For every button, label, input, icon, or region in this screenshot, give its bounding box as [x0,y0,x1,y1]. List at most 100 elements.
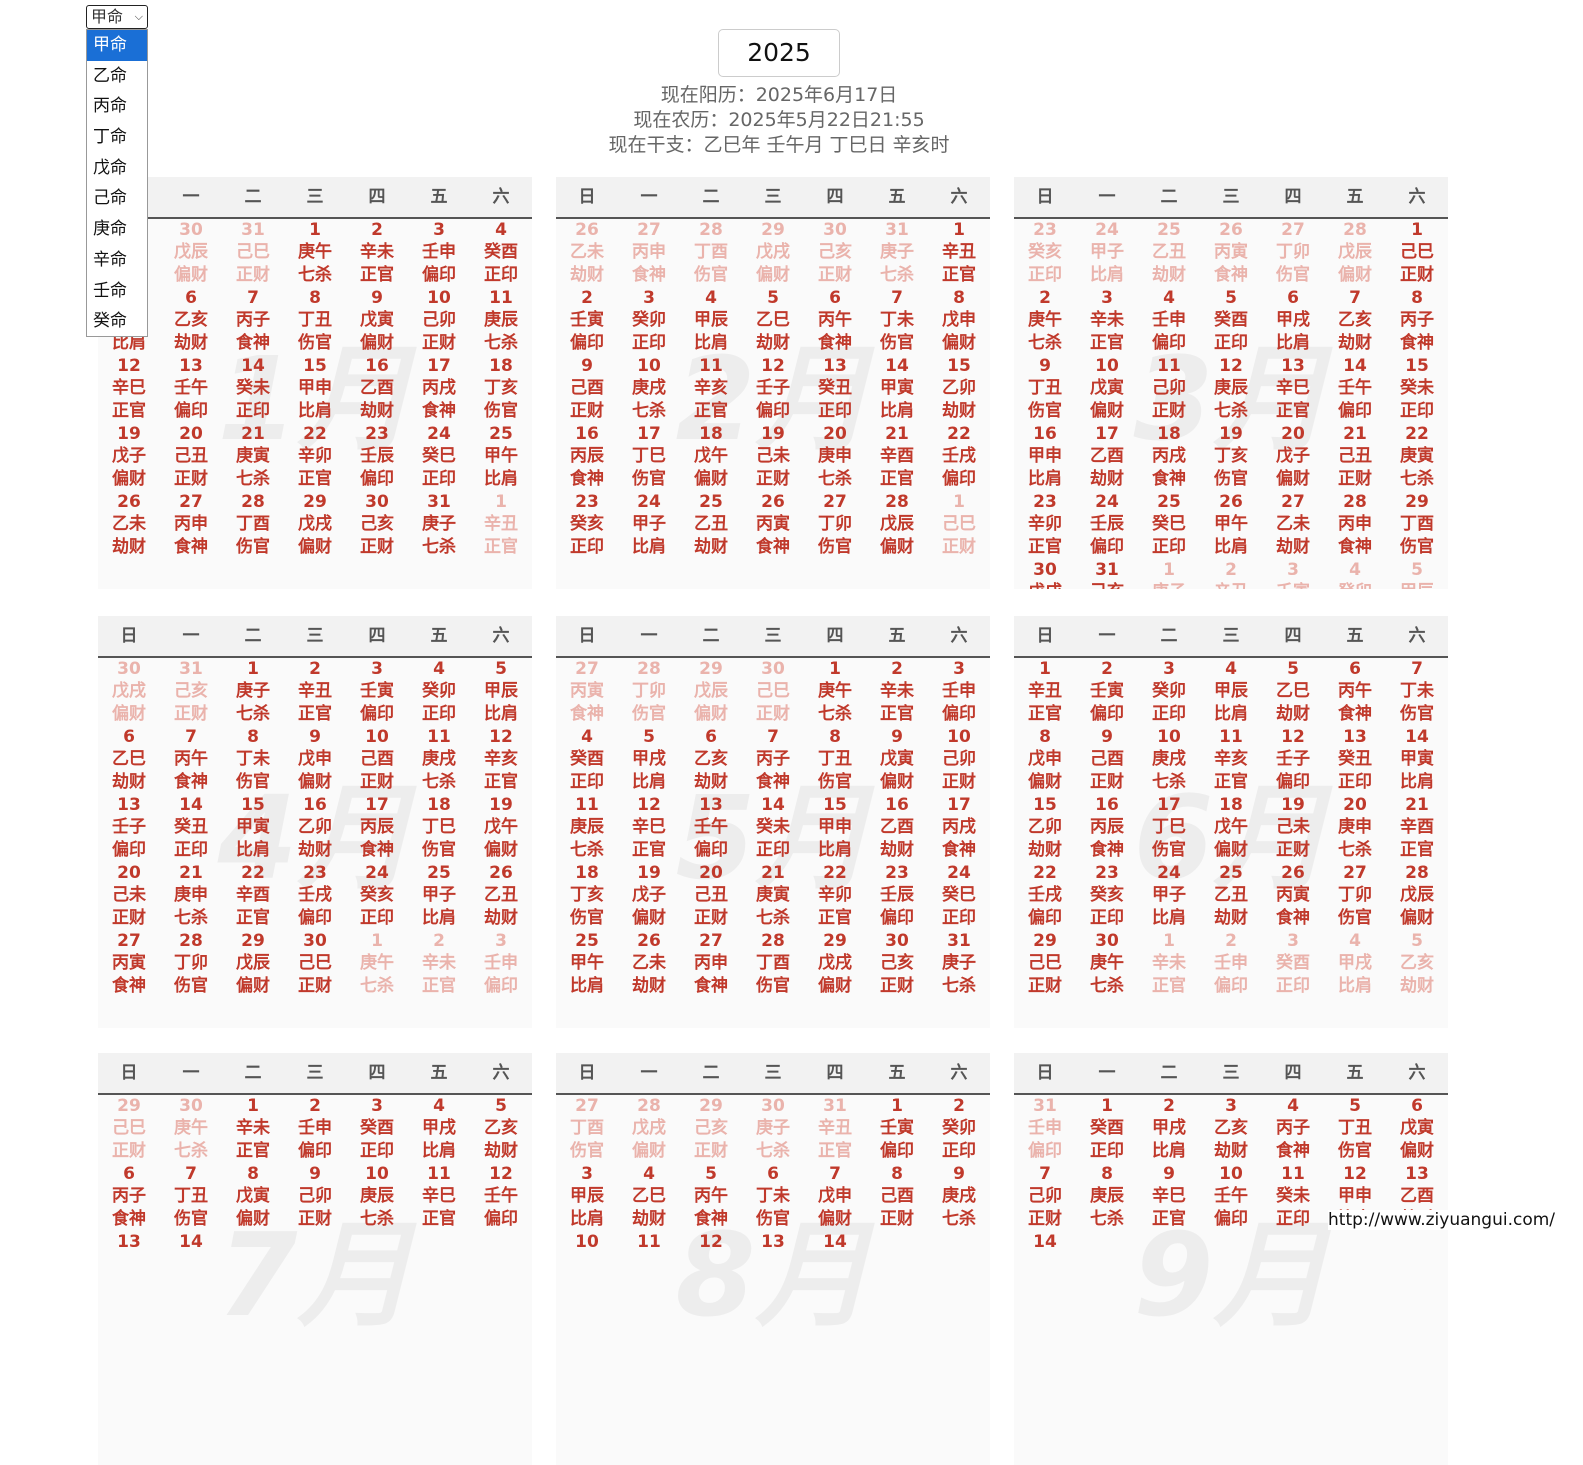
day-cell-adjacent[interactable]: 30 戊辰 偏财 [160,219,222,287]
day-cell[interactable]: 27 丁卯 伤官 [1324,862,1386,930]
day-cell[interactable]: 12 [680,1231,742,1299]
day-cell[interactable]: 25 乙丑 劫财 [680,491,742,559]
day-cell[interactable]: 25 癸巳 正印 [1138,491,1200,559]
day-cell-adjacent[interactable]: 27 丁酉 伤官 [556,1095,618,1163]
day-cell[interactable]: 21 己丑 正财 [1324,423,1386,491]
day-cell[interactable]: 6 丁未 伤官 [742,1163,804,1231]
day-cell[interactable]: 3 乙亥 劫财 [1200,1095,1262,1163]
day-cell[interactable]: 24 癸巳 正印 [928,862,990,930]
day-cell[interactable]: 20 庚申 七杀 [1324,794,1386,862]
day-cell[interactable]: 10 [556,1231,618,1299]
day-cell[interactable]: 13 癸丑 正印 [804,355,866,423]
day-cell[interactable]: 6 甲戌 比肩 [1262,287,1324,355]
day-cell[interactable]: 5 癸酉 正印 [1200,287,1262,355]
day-cell[interactable]: 8 戊申 偏财 [928,287,990,355]
day-cell[interactable]: 21 庚寅 七杀 [742,862,804,930]
day-cell[interactable]: 17 丙戌 食神 [928,794,990,862]
day-cell[interactable]: 18 戊午 偏财 [680,423,742,491]
day-cell[interactable]: 7 丙午 食神 [160,726,222,794]
day-cell[interactable]: 2 辛未 正官 [866,658,928,726]
day-cell[interactable]: 6 丙午 食神 [804,287,866,355]
day-cell[interactable]: 10 己卯 正财 [408,287,470,355]
day-cell[interactable]: 21 辛酉 正官 [1386,794,1448,862]
day-cell[interactable]: 11 己卯 正财 [1138,355,1200,423]
day-cell[interactable]: 9 戊寅 偏财 [346,287,408,355]
day-cell[interactable]: 14 壬午 偏印 [1324,355,1386,423]
day-cell[interactable]: 15 乙卯 劫财 [1014,794,1076,862]
day-cell[interactable]: 4 壬申 偏印 [1138,287,1200,355]
day-cell[interactable]: 6 戊寅 偏财 [1386,1095,1448,1163]
day-cell[interactable]: 7 丁未 伤官 [866,287,928,355]
day-cell-adjacent[interactable]: 4 甲戌 比肩 [1324,930,1386,998]
day-cell-adjacent[interactable]: 30 庚子 七杀 [742,1095,804,1163]
day-cell[interactable]: 10 庚戌 七杀 [1138,726,1200,794]
day-cell[interactable]: 12 壬子 偏印 [742,355,804,423]
day-cell[interactable]: 13 [742,1231,804,1299]
day-cell[interactable]: 28 戊辰 偏财 [1386,862,1448,930]
day-cell[interactable]: 27 丙申 食神 [680,930,742,998]
day-cell[interactable]: 5 乙亥 劫财 [470,1095,532,1163]
day-cell[interactable]: 5 乙巳 劫财 [1262,658,1324,726]
day-cell[interactable]: 15 乙卯 劫财 [928,355,990,423]
day-cell[interactable]: 29 戊辰 偏财 [222,930,284,998]
day-cell[interactable]: 16 丙辰 食神 [556,423,618,491]
day-cell[interactable]: 27 丁卯 伤官 [804,491,866,559]
day-cell[interactable]: 9 庚戌 七杀 [928,1163,990,1231]
day-cell[interactable]: 3 壬申 偏印 [928,658,990,726]
day-cell[interactable]: 16 丙辰 食神 [1076,794,1138,862]
day-cell[interactable]: 8 丙子 食神 [1386,287,1448,355]
day-cell[interactable]: 13 癸丑 正印 [1324,726,1386,794]
day-cell[interactable]: 11 [618,1231,680,1299]
day-cell[interactable]: 16 乙酉 劫财 [346,355,408,423]
day-cell-adjacent[interactable]: 31 壬申 偏印 [1014,1095,1076,1163]
day-cell-adjacent[interactable]: 26 丙寅 食神 [1200,219,1262,287]
day-cell[interactable]: 12 辛巳 正官 [98,355,160,423]
day-cell[interactable]: 24 癸巳 正印 [408,423,470,491]
day-cell[interactable]: 8 丁未 伤官 [222,726,284,794]
day-cell[interactable]: 20 戊子 偏财 [1262,423,1324,491]
day-cell[interactable]: 12 辛巳 正官 [618,794,680,862]
day-cell[interactable]: 24 甲子 比肩 [618,491,680,559]
day-cell[interactable]: 1 辛未 正官 [222,1095,284,1163]
day-cell[interactable]: 1 庚午 七杀 [284,219,346,287]
day-cell[interactable]: 15 甲申 比肩 [284,355,346,423]
day-cell[interactable]: 12 庚辰 七杀 [1200,355,1262,423]
day-cell-adjacent[interactable]: 28 丁卯 伤官 [618,658,680,726]
day-cell[interactable]: 22 壬戌 偏印 [1014,862,1076,930]
day-cell[interactable]: 13 辛巳 正官 [1262,355,1324,423]
day-cell[interactable]: 19 戊子 偏财 [98,423,160,491]
day-cell[interactable]: 3 壬寅 偏印 [346,658,408,726]
day-cell[interactable]: 14 甲寅 比肩 [866,355,928,423]
day-cell[interactable]: 9 戊寅 偏财 [866,726,928,794]
day-cell-adjacent[interactable]: 27 丙寅 食神 [556,658,618,726]
day-cell[interactable]: 1 己巳 正财 [1386,219,1448,287]
day-cell[interactable]: 8 丁丑 伤官 [804,726,866,794]
ming-option[interactable]: 壬命 [93,280,127,301]
day-cell[interactable]: 20 己未 正财 [98,862,160,930]
day-cell[interactable]: 11 癸未 正印 [1262,1163,1324,1231]
day-cell[interactable]: 11 辛亥 正官 [680,355,742,423]
day-cell[interactable]: 11 庚辰 七杀 [470,287,532,355]
ming-option[interactable]: 辛命 [93,249,127,270]
day-cell[interactable]: 5 丁丑 伤官 [1324,1095,1386,1163]
day-cell[interactable]: 14 甲寅 比肩 [1386,726,1448,794]
day-cell[interactable]: 15 癸未 正印 [1386,355,1448,423]
day-cell-adjacent[interactable]: 25 乙丑 劫财 [1138,219,1200,287]
day-cell[interactable]: 27 丙申 食神 [160,491,222,559]
day-cell[interactable]: 21 庚申 七杀 [160,862,222,930]
day-cell-adjacent[interactable]: 28 戊辰 偏财 [1324,219,1386,287]
day-cell-adjacent[interactable]: 1 己巳 正财 [928,491,990,559]
day-cell[interactable]: 9 戊申 偏财 [284,726,346,794]
day-cell-adjacent[interactable]: 27 丙申 食神 [618,219,680,287]
day-cell-adjacent[interactable]: 30 己巳 正财 [742,658,804,726]
day-cell-adjacent[interactable]: 29 戊戌 偏财 [742,219,804,287]
day-cell[interactable]: 26 乙未 劫财 [98,491,160,559]
ming-option[interactable]: 甲命 [87,30,147,61]
day-cell-adjacent[interactable]: 30 己亥 正财 [804,219,866,287]
day-cell[interactable]: 24 甲子 比肩 [1138,862,1200,930]
day-cell[interactable]: 8 戊寅 偏财 [222,1163,284,1231]
day-cell[interactable]: 14 [804,1231,866,1299]
day-cell[interactable]: 15 甲申 比肩 [804,794,866,862]
